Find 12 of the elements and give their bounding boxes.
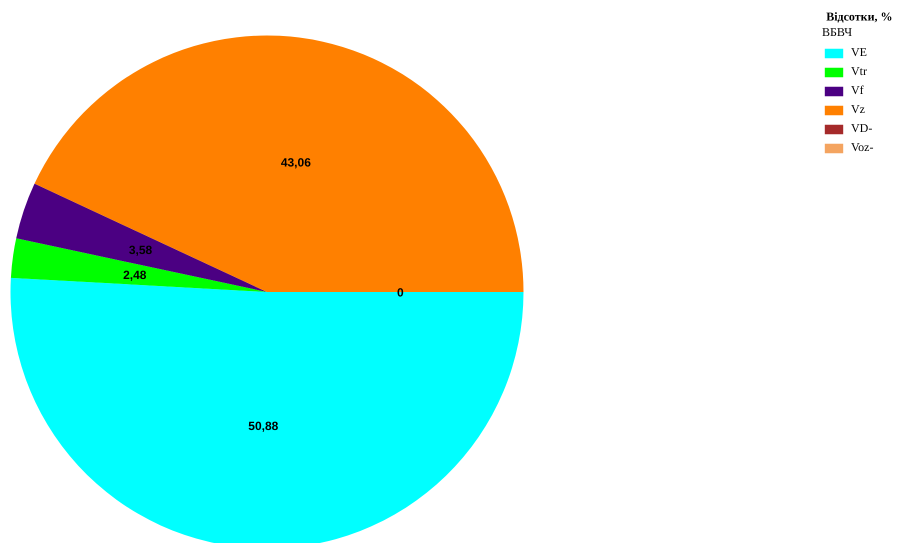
legend-label: VD- xyxy=(851,121,872,136)
legend-title: ВБВЧ xyxy=(822,25,854,40)
data-label: 2,48 xyxy=(123,268,147,282)
legend-label: Voz- xyxy=(851,140,874,155)
legend-label: Vz xyxy=(851,102,866,117)
legend-label: VE xyxy=(851,45,868,60)
data-label: 50,88 xyxy=(248,418,279,433)
legend-label: Vtr xyxy=(851,64,868,79)
chart-title: Відсотки, % xyxy=(826,10,893,24)
legend-label: Vf xyxy=(851,83,865,98)
data-label: 3,58 xyxy=(128,243,153,258)
data-label: 43,06 xyxy=(280,155,312,170)
